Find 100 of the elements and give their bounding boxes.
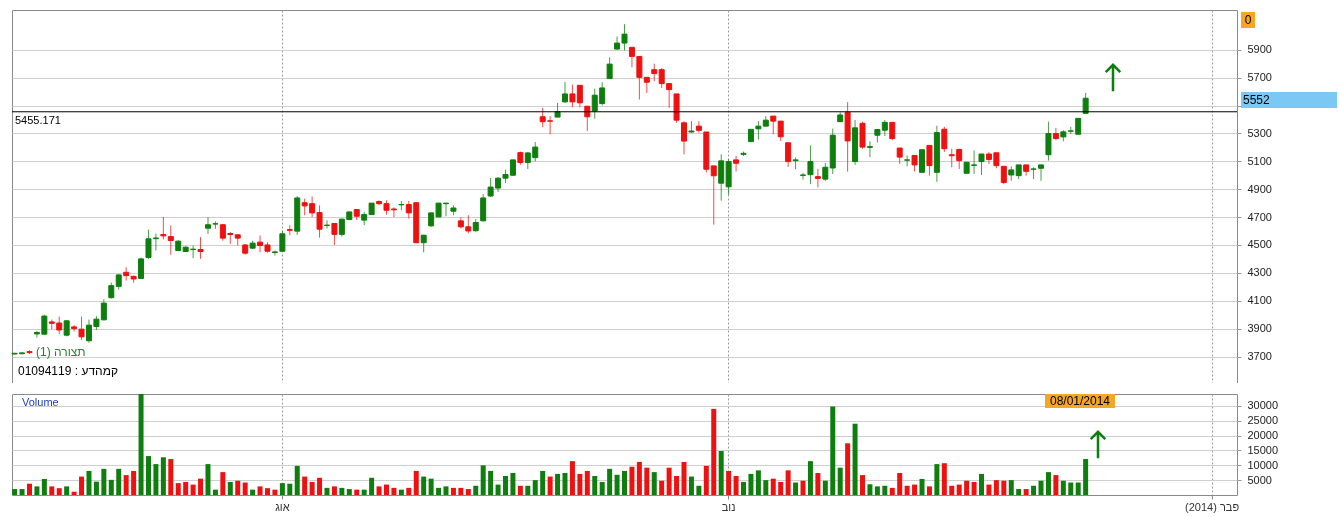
bar [919, 478, 925, 495]
bar [131, 470, 137, 495]
candlestick [78, 315, 85, 341]
bar [748, 473, 754, 495]
bar [882, 485, 888, 495]
bar [369, 477, 375, 495]
candlestick [480, 193, 487, 222]
bar [1060, 480, 1066, 495]
bar [845, 443, 851, 495]
bar [547, 476, 553, 495]
bar [436, 487, 442, 495]
bar [376, 486, 382, 495]
bar [324, 487, 330, 495]
bar [711, 408, 717, 495]
bar [101, 468, 107, 495]
bar [651, 472, 657, 495]
bar [26, 483, 32, 495]
candlestick [777, 120, 784, 142]
bar [718, 451, 724, 495]
candlestick [866, 140, 873, 158]
bar [56, 488, 62, 495]
text: 0 [1244, 13, 1252, 27]
annotation: תצורה (1) [36, 345, 86, 359]
bar [874, 486, 880, 495]
bar [569, 461, 575, 495]
candlestick [606, 56, 613, 80]
candlestick [785, 142, 792, 168]
bar [79, 476, 85, 495]
bar [108, 479, 114, 495]
bar [577, 473, 583, 495]
bar [264, 488, 270, 495]
bar [1083, 459, 1089, 495]
bar [421, 476, 427, 495]
candlestick [814, 168, 821, 189]
bar [674, 475, 680, 495]
bar [763, 480, 769, 495]
bar [1023, 489, 1029, 495]
bar [198, 478, 204, 495]
bar [49, 486, 55, 495]
bar [540, 470, 546, 495]
bar [503, 475, 508, 495]
bar [205, 464, 211, 495]
bar [726, 470, 732, 495]
bar [138, 394, 144, 495]
bar [532, 480, 538, 495]
bar [607, 468, 613, 495]
bar [941, 463, 947, 495]
bar [688, 476, 694, 495]
chart-title: Volume [22, 396, 59, 408]
bar [443, 486, 449, 495]
bar [391, 487, 397, 495]
candlestick [197, 236, 204, 260]
bar [86, 470, 92, 495]
candlestick [1052, 127, 1059, 141]
bar [495, 484, 501, 495]
ref-line-label: 5455.171 [15, 113, 61, 126]
bar [837, 467, 843, 495]
bar [778, 481, 784, 495]
bar [555, 473, 561, 495]
bar [644, 467, 650, 495]
bar [1075, 482, 1081, 495]
candlestick [695, 120, 702, 134]
bar [153, 464, 159, 495]
annotation: 08/01/2014 [1049, 394, 1111, 408]
bar [116, 468, 122, 495]
bar [956, 484, 962, 495]
y-tick-label: 5100 [1247, 154, 1272, 167]
bar [428, 478, 434, 495]
y-tick-label: 5000 [1247, 473, 1272, 486]
bar [279, 483, 285, 495]
bar [964, 480, 970, 495]
bar [450, 487, 456, 495]
bar [979, 473, 985, 495]
bar [793, 482, 799, 495]
bar [361, 489, 367, 495]
y-tick-label: 4500 [1247, 238, 1272, 251]
bar [629, 466, 635, 495]
bar [242, 482, 248, 495]
bar [785, 470, 791, 495]
bar [64, 486, 70, 495]
bar [599, 481, 605, 495]
bar [1008, 480, 1014, 495]
bar [733, 475, 739, 495]
y-tick-label: 25000 [1247, 414, 1279, 427]
bar [294, 465, 300, 495]
bar [800, 480, 806, 495]
x-tick-label: אוג [275, 500, 290, 513]
bar [331, 486, 337, 495]
bar [860, 475, 866, 495]
bar [934, 464, 940, 495]
candlestick [926, 144, 933, 177]
bar [510, 473, 516, 495]
bar [488, 470, 494, 495]
bar [19, 489, 25, 495]
bar [807, 461, 813, 495]
bar [235, 480, 241, 495]
bar [413, 470, 419, 495]
bar [1045, 472, 1051, 495]
bar [822, 480, 828, 495]
bar [815, 473, 821, 495]
